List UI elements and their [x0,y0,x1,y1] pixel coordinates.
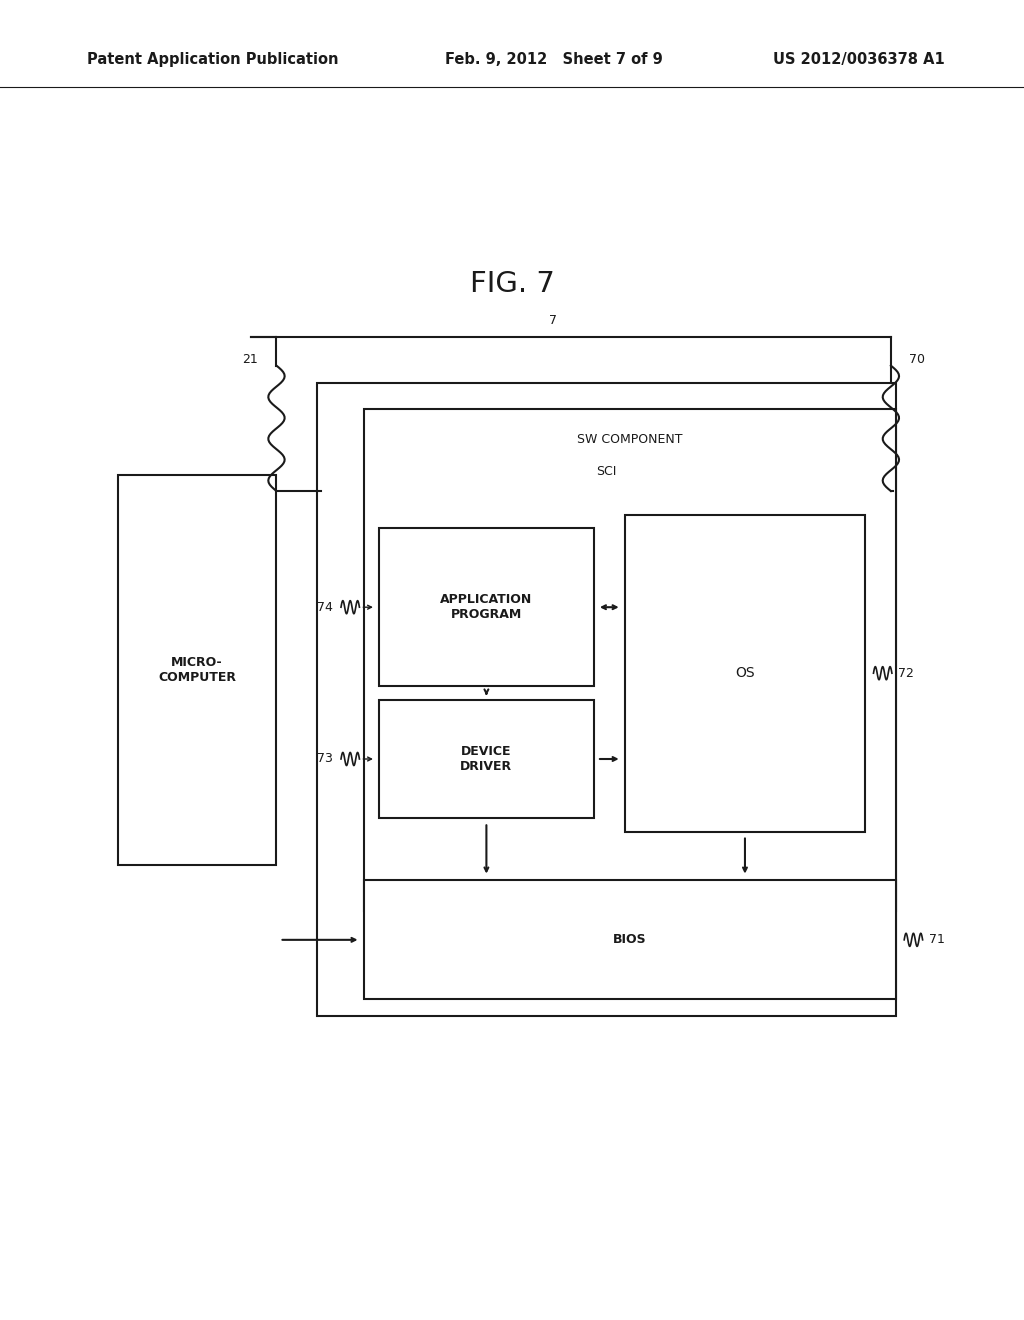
Text: Feb. 9, 2012   Sheet 7 of 9: Feb. 9, 2012 Sheet 7 of 9 [445,51,664,67]
Text: 7: 7 [549,314,557,327]
Text: MICRO-
COMPUTER: MICRO- COMPUTER [158,656,237,684]
Bar [379,528,594,686]
Text: 73: 73 [316,752,333,766]
Text: 74: 74 [316,601,333,614]
Text: OS: OS [735,667,755,680]
Text: 71: 71 [929,933,945,946]
Text: BIOS: BIOS [613,933,646,946]
Text: DEVICE
DRIVER: DEVICE DRIVER [461,744,512,774]
Bar [364,409,896,911]
Text: FIG. 7: FIG. 7 [470,269,554,298]
Text: US 2012/0036378 A1: US 2012/0036378 A1 [773,51,945,67]
Text: 70: 70 [909,352,926,366]
Text: 21: 21 [243,352,258,366]
Text: SW COMPONENT: SW COMPONENT [577,433,683,446]
Bar [379,700,594,818]
Bar [118,475,276,865]
Bar [364,880,896,999]
Text: APPLICATION
PROGRAM: APPLICATION PROGRAM [440,593,532,622]
Text: SCI: SCI [597,465,616,478]
Text: Patent Application Publication: Patent Application Publication [87,51,339,67]
Text: 72: 72 [898,667,914,680]
Bar [317,383,896,1016]
Bar [625,515,865,832]
